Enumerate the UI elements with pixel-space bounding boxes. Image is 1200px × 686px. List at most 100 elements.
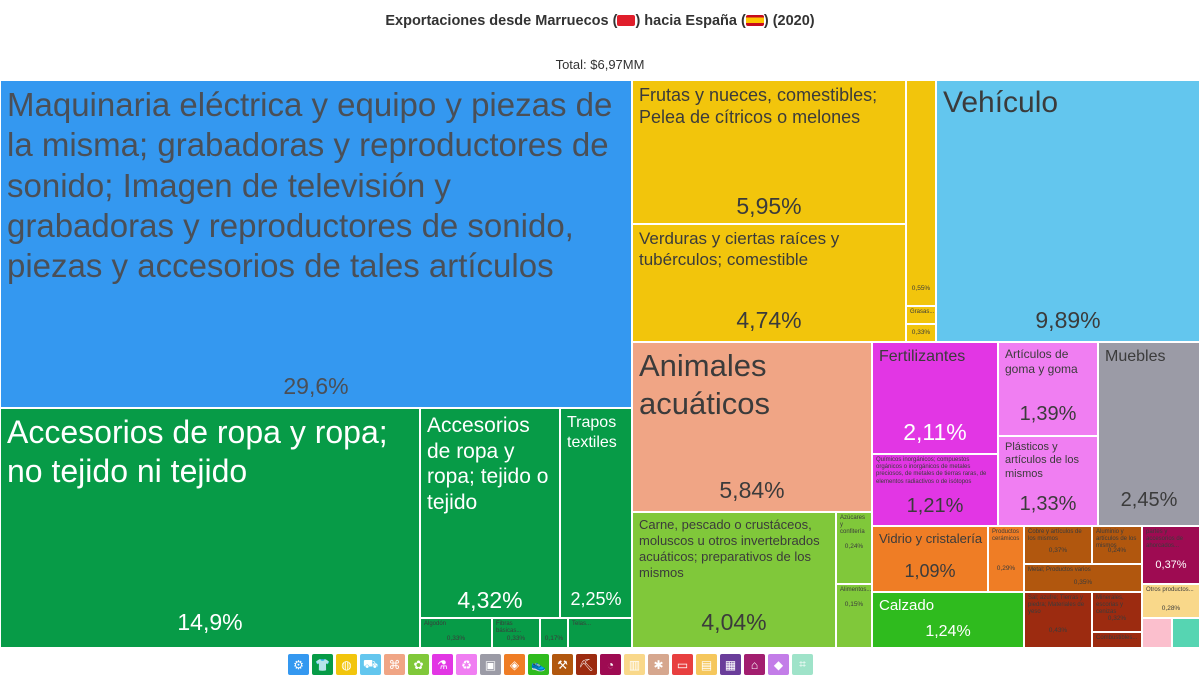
tile-value: 4,74%: [736, 307, 802, 333]
art-icon[interactable]: ⌗: [792, 654, 813, 675]
tile-label: Maquinaria eléctrica y equipo y piezas d…: [7, 86, 613, 284]
treemap-tile-ropa-tejido[interactable]: Accesorios de ropa y ropa; tejido o teji…: [420, 408, 560, 618]
tile-value: 0,32%: [1107, 615, 1127, 622]
tile-label: Verduras y ciertas raíces y tubérculos; …: [639, 229, 840, 269]
morocco-flag-icon: [617, 15, 636, 26]
treemap-tile-veg-a[interactable]: 0,55%: [906, 80, 936, 306]
tile-label: Aluminio y artículos de los mismos: [1096, 529, 1137, 550]
tile-value: 9,89%: [1035, 307, 1101, 333]
treemap-tile-misc-1[interactable]: [1142, 618, 1172, 648]
tile-value: 0,29%: [996, 565, 1016, 572]
vegetable-icon[interactable]: ◍: [336, 654, 357, 675]
tile-label: Productos cerámicos: [992, 529, 1020, 543]
treemap-tile-caucho[interactable]: Artículos de goma y goma 1,39%: [998, 342, 1098, 436]
precious-icon[interactable]: ◆: [768, 654, 789, 675]
treemap-tile-calzado[interactable]: Calzado 1,24%: [872, 592, 1024, 648]
treemap-tile-partes[interactable]: partes y accesorios de ahorcados... 0,37%: [1142, 526, 1200, 584]
treemap-tile-veg-b[interactable]: Grasas...: [906, 306, 936, 324]
treemap-tile-sal[interactable]: Sal; azufre; Tierras y piedra; Materiale…: [1024, 592, 1092, 648]
tile-value: 0,28%: [1161, 605, 1181, 612]
treemap-tile-metal[interactable]: Metal; Productos varios 0,35%: [1024, 564, 1142, 592]
misc-icon[interactable]: ▣: [480, 654, 501, 675]
treemap-tile-vidrio[interactable]: Vidrio y cristalería 1,09%: [872, 526, 988, 592]
chart-title: Exportaciones desde Marruecos () hacia E…: [385, 13, 815, 29]
tile-label: Telas...: [572, 621, 592, 627]
treemap-tile-combustibles[interactable]: Combustibles...: [1092, 632, 1142, 648]
treemap-tile-minerales[interactable]: Minerales, escorias y cenizas 0,32%: [1092, 592, 1142, 632]
tile-label: Minerales, escorias y cenizas: [1096, 595, 1124, 616]
treemap-tile-algodon[interactable]: Algodón 0,33%: [420, 618, 492, 648]
tile-label: Cobre y artículos de los mismos: [1028, 529, 1082, 543]
tile-label: Plásticos y artículos de los mismos: [1005, 441, 1079, 480]
treemap-tile-verduras[interactable]: Verduras y ciertas raíces y tubérculos; …: [632, 224, 906, 342]
treemap-tile-plasticos[interactable]: Plásticos y artículos de los mismos 1,33%: [998, 436, 1098, 526]
treemap-tile-fertilizantes[interactable]: Fertilizantes 2,11%: [872, 342, 998, 454]
metals-icon[interactable]: ⚒: [552, 654, 573, 675]
vehicles-icon[interactable]: ▦: [720, 654, 741, 675]
tile-value: 1,21%: [906, 495, 964, 517]
tile-label: Artículos de goma y goma: [1005, 347, 1078, 376]
tile-label: Vidrio y cristalería: [879, 531, 983, 546]
tile-label: Alimentos...: [840, 587, 872, 593]
tile-value: 14,9%: [177, 609, 243, 635]
tile-value: 5,84%: [719, 477, 785, 503]
treemap-tile-animales[interactable]: Animales acuáticos 5,84%: [632, 342, 872, 512]
transport-icon[interactable]: ⛟: [360, 654, 381, 675]
plastics-icon[interactable]: ♻: [456, 654, 477, 675]
tile-value: 0,55%: [911, 285, 931, 292]
treemap-tile-quimicos[interactable]: Químicos inorgánicos; compuestos orgánic…: [872, 454, 998, 526]
treemap-tile-fibras[interactable]: Fibras básicas... 0,33%: [492, 618, 540, 648]
arms-icon[interactable]: ▭: [672, 654, 693, 675]
tile-label: Químicos inorgánicos; compuestos orgánic…: [876, 457, 987, 485]
tile-value: 4,04%: [701, 609, 767, 635]
treemap-tile-vehiculo[interactable]: Vehículo 9,89%: [936, 80, 1200, 342]
category-legend: ⚙ 👕 ◍ ⛟ ⌘ ✿ ⚗ ♻ ▣ ◈ 👟 ⚒ ⛏ ◔ ▥ ✱ ▭ ▤ ▦ ⌂ ◆ ⌗: [288, 654, 813, 676]
tile-value: 0,33%: [911, 329, 931, 336]
train-icon[interactable]: ⌂: [744, 654, 765, 675]
tile-label: Carne, pescado o crustáceos, moluscos u …: [639, 517, 820, 580]
treemap-tile-trapos[interactable]: Trapos textiles 2,25%: [560, 408, 632, 618]
tile-value: 0,24%: [844, 543, 864, 550]
treemap-tile-veg-c[interactable]: 0,33%: [906, 324, 936, 342]
leather-icon[interactable]: ✱: [648, 654, 669, 675]
footwear-icon[interactable]: 👟: [528, 654, 549, 675]
chart-total: Total: $6,97MM: [555, 57, 645, 72]
treemap-tile-productos-ceramicos[interactable]: Productos cerámicos 0,29%: [988, 526, 1024, 592]
treemap-tile-azucar[interactable]: Azúcares y confitería 0,24%: [836, 512, 872, 584]
tile-label: Algodón: [424, 621, 447, 627]
treemap: Maquinaria eléctrica y equipo y piezas d…: [0, 80, 1200, 648]
tile-value: 0,37%: [1155, 559, 1187, 571]
tile-label: Vehículo: [943, 86, 1059, 119]
tile-value: 1,39%: [1019, 403, 1077, 425]
treemap-tile-carne[interactable]: Carne, pescado o crustáceos, moluscos u …: [632, 512, 836, 648]
machinery-icon[interactable]: ⚙: [288, 654, 309, 675]
treemap-tile-muebles[interactable]: Muebles 2,45%: [1098, 342, 1200, 526]
tile-value: 0,15%: [844, 601, 864, 608]
tile-value: 0,37%: [1048, 547, 1068, 554]
paper-icon[interactable]: ▤: [696, 654, 717, 675]
wood-icon[interactable]: ▥: [624, 654, 645, 675]
treemap-tile-frutas[interactable]: Frutas y nueces, comestibles; Pelea de c…: [632, 80, 906, 224]
treemap-tile-telas[interactable]: Telas...: [568, 618, 632, 648]
chemicals-icon[interactable]: ⚗: [432, 654, 453, 675]
tile-value: 4,32%: [457, 587, 523, 613]
treemap-tile-aluminio[interactable]: Aluminio y artículos de los mismos 0,24%: [1092, 526, 1142, 564]
treemap-tile-misc-2[interactable]: [1172, 618, 1200, 648]
minerals-icon[interactable]: ⛏: [576, 654, 597, 675]
treemap-tile-otros[interactable]: Otros productos... 0,28%: [1142, 584, 1200, 618]
treemap-tile-alimentos[interactable]: Alimentos... 0,15%: [836, 584, 872, 648]
instruments-icon[interactable]: ◔: [600, 654, 621, 675]
treemap-tile-ropa-no-tejido[interactable]: Accesorios de ropa y ropa; no tejido ni …: [0, 408, 420, 648]
stone-glass-icon[interactable]: ◈: [504, 654, 525, 675]
tile-label: Animales acuáticos: [639, 348, 770, 421]
treemap-tile-cobre[interactable]: Cobre y artículos de los mismos 0,37%: [1024, 526, 1092, 564]
foodstuffs-icon[interactable]: ✿: [408, 654, 429, 675]
tile-value: 1,24%: [925, 623, 971, 640]
treemap-tile-textil-otro[interactable]: 0,17%: [540, 618, 568, 648]
textiles-icon[interactable]: 👕: [312, 654, 333, 675]
tile-value: 29,6%: [283, 373, 349, 399]
tile-label: Calzado: [879, 597, 935, 614]
treemap-tile-maquinaria[interactable]: Maquinaria eléctrica y equipo y piezas d…: [0, 80, 632, 408]
animal-hides-icon[interactable]: ⌘: [384, 654, 405, 675]
tile-label: Accesorios de ropa y ropa; no tejido ni …: [7, 414, 388, 490]
